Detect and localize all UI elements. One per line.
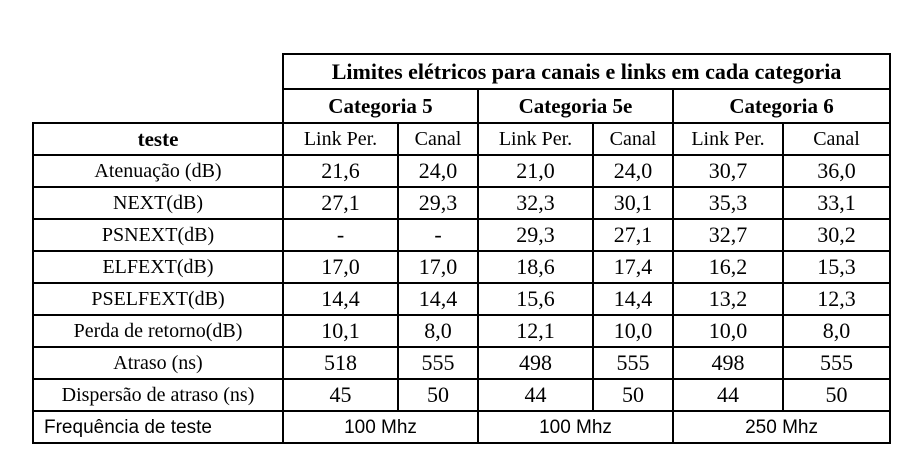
table-cell: 21,6 [282,154,399,188]
table-cell: 15,6 [477,282,594,316]
table-cell: 13,2 [672,282,784,316]
table-title: Limites elétricos para canais e links em… [281,53,892,90]
table-cell: 555 [397,346,479,380]
table-cell: 21,0 [477,154,594,188]
table-cell: 498 [672,346,784,380]
table-row: PSELFEXT(dB) 14,4 14,4 15,6 14,4 13,2 12… [32,282,892,316]
table-cell: 44 [672,378,784,412]
row-label: Perda de retorno(dB) [32,314,284,348]
row-label: Atraso (ns) [32,346,284,380]
table-cell: 12,1 [477,314,594,348]
empty-corner-cell [33,89,283,123]
table-cell: 33,1 [781,186,892,220]
subheader-canal: Canal [592,122,674,156]
table-cell: 14,4 [397,282,479,316]
row-label: ELFEXT(dB) [32,250,284,284]
table-cell: 16,2 [672,250,784,284]
row-label: PSNEXT(dB) [32,218,284,252]
table-cell: - [397,218,479,252]
table-cell: 27,1 [282,186,399,220]
table-cell: 8,0 [397,314,479,348]
category-header-5e: Categoria 5e [477,88,674,124]
table-cell: 555 [592,346,674,380]
subheader-link-per: Link Per. [672,122,784,156]
table-cell: 29,3 [477,218,594,252]
table-cell: 50 [397,378,479,412]
table-cell: 45 [282,378,399,412]
table-cell: 24,0 [592,154,674,188]
table-cell: 44 [477,378,594,412]
table-cell: 15,3 [781,250,892,284]
table-cell: 50 [781,378,892,412]
table-row: Atraso (ns) 518 555 498 555 498 555 [32,346,892,380]
subheader-canal: Canal [397,122,479,156]
table-cell: 10,0 [672,314,784,348]
table-cell: 555 [781,346,892,380]
table-cell: 32,7 [672,218,784,252]
table-row: NEXT(dB) 27,1 29,3 32,3 30,1 35,3 33,1 [32,186,892,220]
table-row: Dispersão de atraso (ns) 45 50 44 50 44 … [32,378,892,412]
table-cell: 8,0 [781,314,892,348]
table-cell: 18,6 [477,250,594,284]
table-row: Atenuação (dB) 21,6 24,0 21,0 24,0 30,7 … [32,154,892,188]
row-label: PSELFEXT(dB) [32,282,284,316]
empty-corner-cell [33,54,283,89]
table-row: Perda de retorno(dB) 10,1 8,0 12,1 10,0 … [32,314,892,348]
table-cell: 498 [477,346,594,380]
row-label: Dispersão de atraso (ns) [32,378,284,412]
frequency-value-cat6: 250 Mhz [671,410,892,444]
table-cell: 24,0 [397,154,479,188]
table-row: PSNEXT(dB) - - 29,3 27,1 32,7 30,2 [32,218,892,252]
subheader-canal: Canal [781,122,892,156]
table-cell: 32,3 [477,186,594,220]
table-cell: 518 [282,346,399,380]
test-column-header: teste [32,122,284,156]
category-header-6: Categoria 6 [671,88,892,124]
row-label: Atenuação (dB) [32,154,284,188]
table-cell: 10,0 [592,314,674,348]
table-cell: 27,1 [592,218,674,252]
table-cell: 30,2 [781,218,892,252]
category-header-5: Categoria 5 [282,88,479,124]
table-cell: 17,0 [282,250,399,284]
frequency-label: Frequência de teste [32,410,284,444]
electrical-limits-table: Limites elétricos para canais e links em… [32,53,892,444]
table-cell: 14,4 [282,282,399,316]
table-cell: 10,1 [282,314,399,348]
table-cell: 30,1 [592,186,674,220]
table-cell: 17,0 [397,250,479,284]
table-row: ELFEXT(dB) 17,0 17,0 18,6 17,4 16,2 15,3 [32,250,892,284]
frequency-row: Frequência de teste 100 Mhz 100 Mhz 250 … [32,410,892,444]
row-label: NEXT(dB) [32,186,284,220]
frequency-value-cat5: 100 Mhz [282,410,479,444]
table-cell: 29,3 [397,186,479,220]
table-cell: - [282,218,399,252]
frequency-value-cat5e: 100 Mhz [477,410,674,444]
table-cell: 30,7 [672,154,784,188]
subheader-link-per: Link Per. [477,122,594,156]
table-cell: 35,3 [672,186,784,220]
table-cell: 17,4 [592,250,674,284]
table-cell: 12,3 [781,282,892,316]
table-cell: 50 [592,378,674,412]
subheader-link-per: Link Per. [282,122,399,156]
table-cell: 14,4 [592,282,674,316]
table-cell: 36,0 [781,154,892,188]
